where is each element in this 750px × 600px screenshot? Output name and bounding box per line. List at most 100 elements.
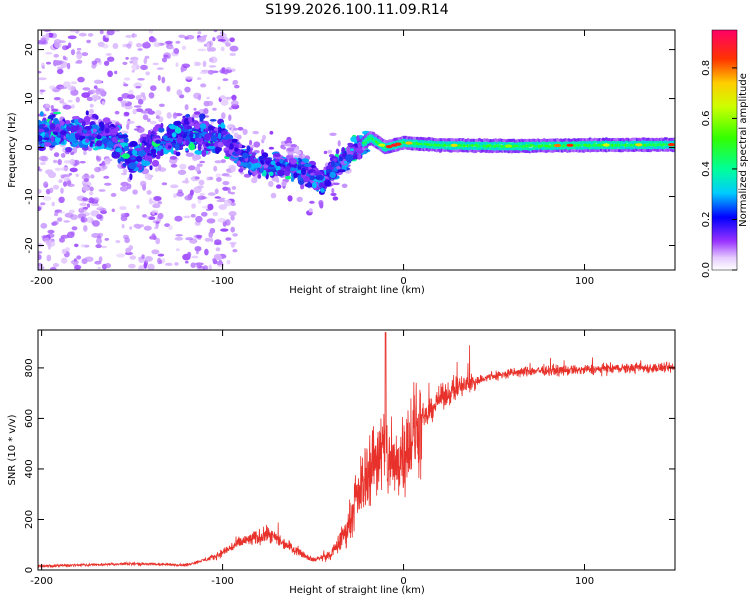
spectrogram-ridge-blob: [210, 134, 218, 143]
spectrogram-noise-blob: [216, 199, 226, 203]
snr-marks: [38, 332, 675, 569]
spectrogram-noise-blob: [117, 96, 123, 102]
spectrogram-noise-blob: [98, 256, 103, 263]
colorbar-tick-label: 0.0: [701, 262, 712, 278]
spectrogram-noise-blob: [136, 126, 145, 133]
spectrogram-noise-blob: [119, 186, 129, 192]
spectrogram-noise-blob: [79, 160, 86, 164]
spectrogram-noise-blob: [82, 87, 91, 91]
spectrogram-noise-blob: [46, 61, 51, 65]
spectrogram-ridge-blob: [217, 132, 222, 140]
spectrogram-ridge-blob: [38, 135, 42, 141]
spectrogram-ridge-blob: [160, 122, 164, 129]
snr-xtick-label: 0: [400, 576, 406, 587]
spectrogram-noise-blob: [142, 214, 147, 218]
spectrogram-noise-blob: [190, 214, 196, 218]
spectrogram-ridge-blob: [146, 153, 152, 157]
spectrogram-noise-blob: [293, 148, 300, 153]
spectrogram-noise-blob: [296, 196, 303, 203]
spectrogram-ridge-blob: [284, 169, 290, 177]
spectrogram-noise-blob: [86, 96, 94, 102]
spectrogram-noise-blob: [52, 263, 60, 268]
spectrogram-ridge-blob: [293, 172, 298, 179]
spectrogram-noise-blob: [270, 192, 277, 199]
spectrogram-noise-blob: [287, 151, 294, 156]
spectrogram-noise-blob: [161, 57, 168, 63]
spectrogram-noise-blob: [66, 180, 72, 186]
spectrogram-noise-blob: [253, 141, 261, 148]
spectrogram-noise-blob: [125, 247, 132, 253]
spectrogram-noise-blob: [220, 228, 229, 232]
spectrogram-ridge-blob: [312, 181, 317, 189]
spectrogram-noise-blob: [129, 226, 133, 230]
spectrogram-noise-blob: [230, 214, 235, 221]
spectrogram-ridge-blob: [303, 175, 310, 183]
spectrogram-noise-blob: [104, 263, 112, 269]
spectrogram-noise-blob: [80, 244, 86, 248]
spectrogram-noise-blob: [230, 166, 236, 173]
spectrogram-noise-blob: [73, 258, 77, 262]
spectrogram-noise-blob: [63, 220, 70, 223]
spectrogram-noise-blob: [216, 177, 222, 182]
spectrogram-ridge-blob: [284, 166, 291, 171]
spectrogram-noise-blob: [82, 186, 90, 192]
spectrogram-noise-blob: [225, 237, 232, 241]
spectrogram-noise-blob: [83, 150, 87, 156]
spectrogram-noise-blob: [129, 255, 137, 260]
spectrogram-noise-blob: [122, 168, 128, 174]
spectrogram-noise-blob: [229, 191, 236, 195]
spectrogram-noise-blob: [89, 174, 95, 179]
spectrogram-ytick-label: -20: [24, 237, 35, 253]
spectrogram-ridge-blob: [53, 111, 62, 115]
spectrogram-noise-blob: [151, 233, 156, 237]
spectrogram-ridge-blob: [214, 141, 218, 148]
spectrogram-noise-blob: [60, 187, 64, 194]
spectrogram-noise-blob: [61, 248, 67, 255]
spectrogram-ridge-blob: [238, 168, 244, 173]
spectrogram-noise-blob: [135, 42, 143, 48]
spectrogram-noise-blob: [237, 126, 244, 131]
spectrogram-noise-blob: [144, 55, 150, 60]
spectrogram-noise-blob: [185, 152, 195, 157]
spectrogram-noise-blob: [143, 225, 152, 231]
spectrogram-ridge-blob: [221, 130, 228, 135]
spectrogram-noise-blob: [122, 61, 128, 65]
spectrogram-ridge-blob: [167, 145, 172, 149]
spectrogram-noise-blob: [56, 68, 64, 75]
spectrogram-ridge-blob: [59, 130, 67, 135]
spectrogram-noise-blob: [178, 34, 186, 38]
spectrogram-ridge-blob: [230, 138, 238, 143]
spectrogram-noise-blob: [45, 169, 54, 175]
spectrogram-noise-blob: [199, 192, 205, 196]
spectrogram-noise-blob: [166, 85, 171, 92]
spectrogram-noise-blob: [164, 223, 171, 228]
figure-title: S199.2026.100.11.09.R14: [265, 2, 448, 18]
spectrogram-ridge-blob: [318, 182, 325, 188]
spectrogram-noise-blob: [69, 30, 78, 33]
spectrogram-ridge-blob: [324, 179, 332, 187]
spectrogram-noise-blob: [149, 236, 154, 239]
spectrogram-ridge-blob: [329, 171, 336, 179]
spectrogram-noise-blob: [218, 197, 226, 200]
spectrogram-noise-blob: [133, 105, 142, 108]
spectrogram-noise-blob: [82, 206, 89, 210]
spectrogram-hot-spot: [553, 143, 561, 148]
spectrogram-noise-blob: [89, 191, 94, 196]
spectrogram-noise-blob: [52, 220, 59, 226]
spectrogram-ridge-blob: [337, 169, 346, 173]
spectrogram-noise-blob: [40, 202, 46, 206]
spectrogram-noise-blob: [148, 92, 155, 99]
colorbar-label: Normalized spectral amplitude: [738, 73, 749, 227]
spectrogram-noise-blob: [67, 85, 76, 92]
spectrogram-ridge-blob: [119, 134, 129, 139]
spectrogram-noise-blob: [184, 104, 189, 111]
snr-xtick-label: 100: [575, 576, 594, 587]
spectrogram-noise-blob: [201, 69, 210, 73]
spectrogram-ridge-blob: [357, 153, 362, 160]
spectrogram-noise-blob: [231, 126, 235, 134]
spectrogram-noise-blob: [49, 85, 56, 90]
spectrogram-noise-blob: [155, 221, 160, 224]
spectrogram-noise-blob: [225, 175, 232, 178]
spectrogram-ridge-blob: [200, 127, 204, 132]
spectrogram-ridge-blob: [193, 111, 201, 115]
